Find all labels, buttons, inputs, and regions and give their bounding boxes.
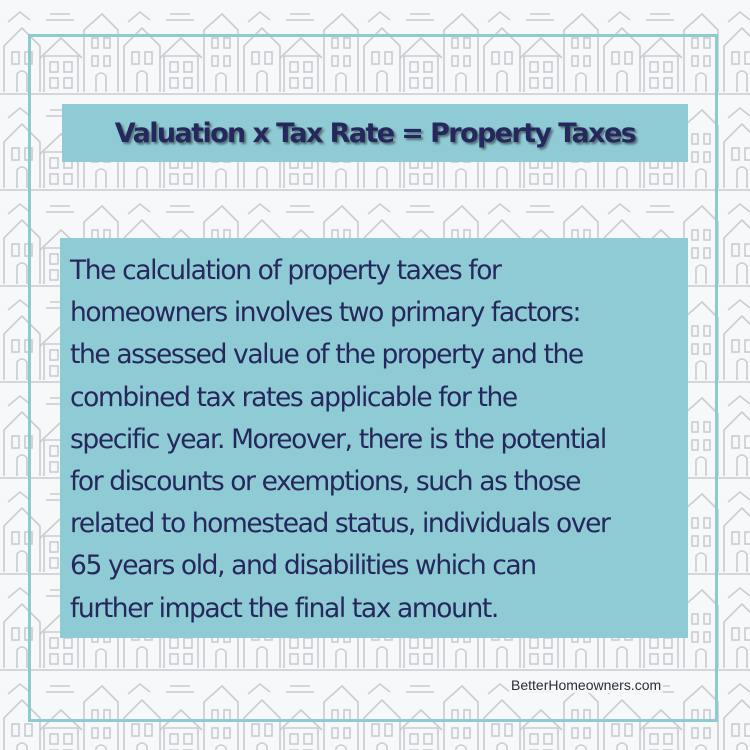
description-line: specific year. Moreover, there is the po… [70, 423, 607, 455]
description-line: 65 years old, and disabilities which can [70, 550, 537, 582]
description-line: the assessed value of the property and t… [70, 339, 584, 371]
teal-border-frame [28, 34, 718, 722]
description-line: homeowners involves two primary factors: [70, 297, 581, 329]
description-text: The calculation of property taxes for ho… [70, 250, 686, 630]
site-credit: BetterHomeowners.com [509, 677, 664, 693]
description-panel: The calculation of property taxes for ho… [60, 238, 688, 638]
description-line: further impact the final tax amount. [70, 592, 499, 624]
description-line: for discounts or exemptions, such as tho… [70, 466, 581, 498]
description-line: The calculation of property taxes for [70, 255, 502, 286]
title-banner: Valuation x Tax Rate = Property Taxes [62, 104, 688, 162]
page-title: Valuation x Tax Rate = Property Taxes [114, 117, 637, 149]
description-line: related to homestead status, individuals… [70, 508, 611, 540]
description-line: combined tax rates applicable for the [70, 381, 518, 413]
